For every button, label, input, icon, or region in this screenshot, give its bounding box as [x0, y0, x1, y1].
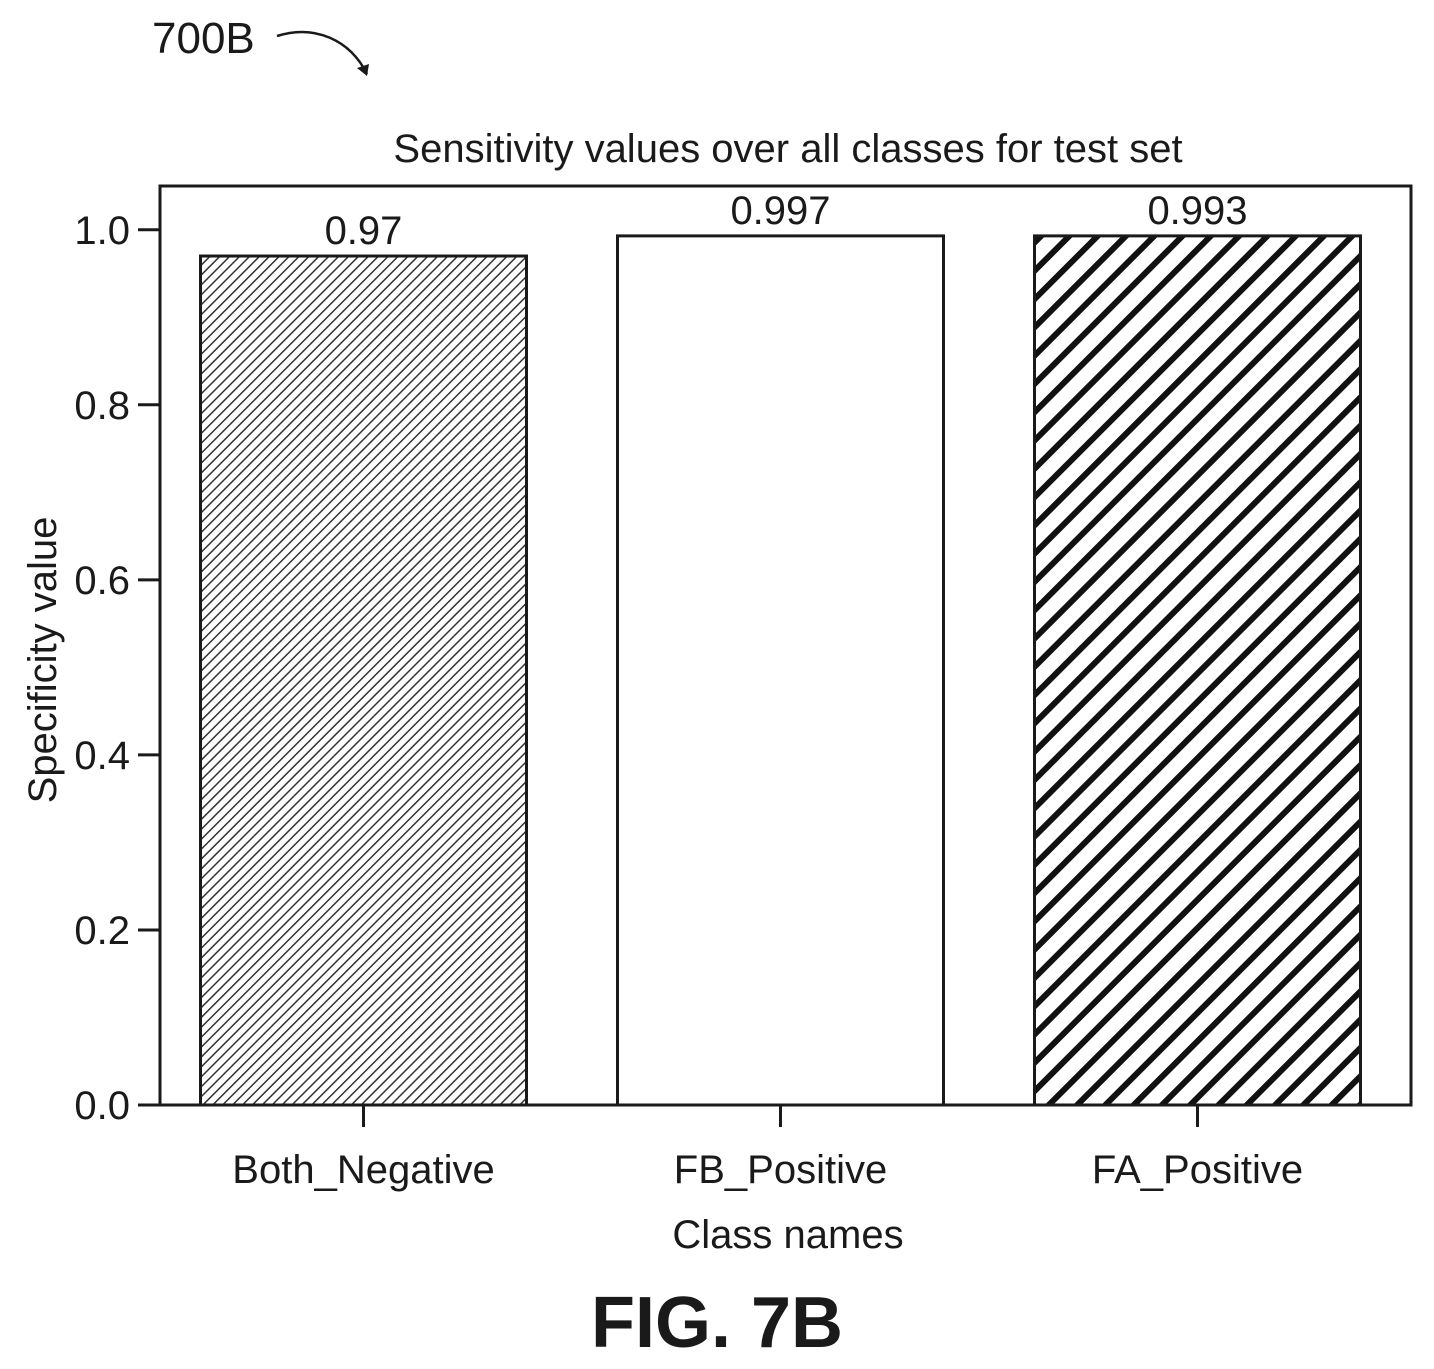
figure-reference-label: 700B	[152, 14, 255, 63]
bar-value-label: 0.97	[325, 209, 403, 253]
figure-caption: FIG. 7B	[590, 1283, 844, 1363]
y-tick-label: 0.6	[74, 559, 130, 603]
y-tick-label: 0.2	[74, 909, 130, 953]
bars: 0.97 0.997 0.993	[199, 189, 1362, 1107]
bar-chart: Sensitivity values over all classes for …	[21, 127, 1413, 1257]
reference-arrow-icon	[276, 30, 369, 76]
x-tick-label: Both_Negative	[232, 1148, 494, 1192]
y-tick-label: 1.0	[74, 209, 130, 253]
bar-value-label: 0.993	[1147, 189, 1247, 233]
x-axis-label: Class names	[672, 1213, 903, 1257]
y-axis-ticks: 0.0 0.2 0.4 0.6 0.8 1.0	[74, 209, 160, 1128]
bar	[616, 234, 945, 1107]
chart-title: Sensitivity values over all classes for …	[393, 127, 1182, 171]
x-axis-ticks: Both_Negative FB_Positive FA_Positive	[232, 1105, 1303, 1192]
x-tick-label: FB_Positive	[674, 1148, 887, 1192]
x-tick-label: FA_Positive	[1092, 1148, 1303, 1192]
bar	[1033, 234, 1362, 1107]
y-tick-label: 0.4	[74, 734, 130, 778]
bar-value-label: 0.997	[730, 189, 830, 233]
y-tick-label: 0.0	[74, 1084, 130, 1128]
y-tick-label: 0.8	[74, 384, 130, 428]
y-axis-label: Specificity value	[21, 517, 65, 804]
bar	[199, 254, 528, 1107]
